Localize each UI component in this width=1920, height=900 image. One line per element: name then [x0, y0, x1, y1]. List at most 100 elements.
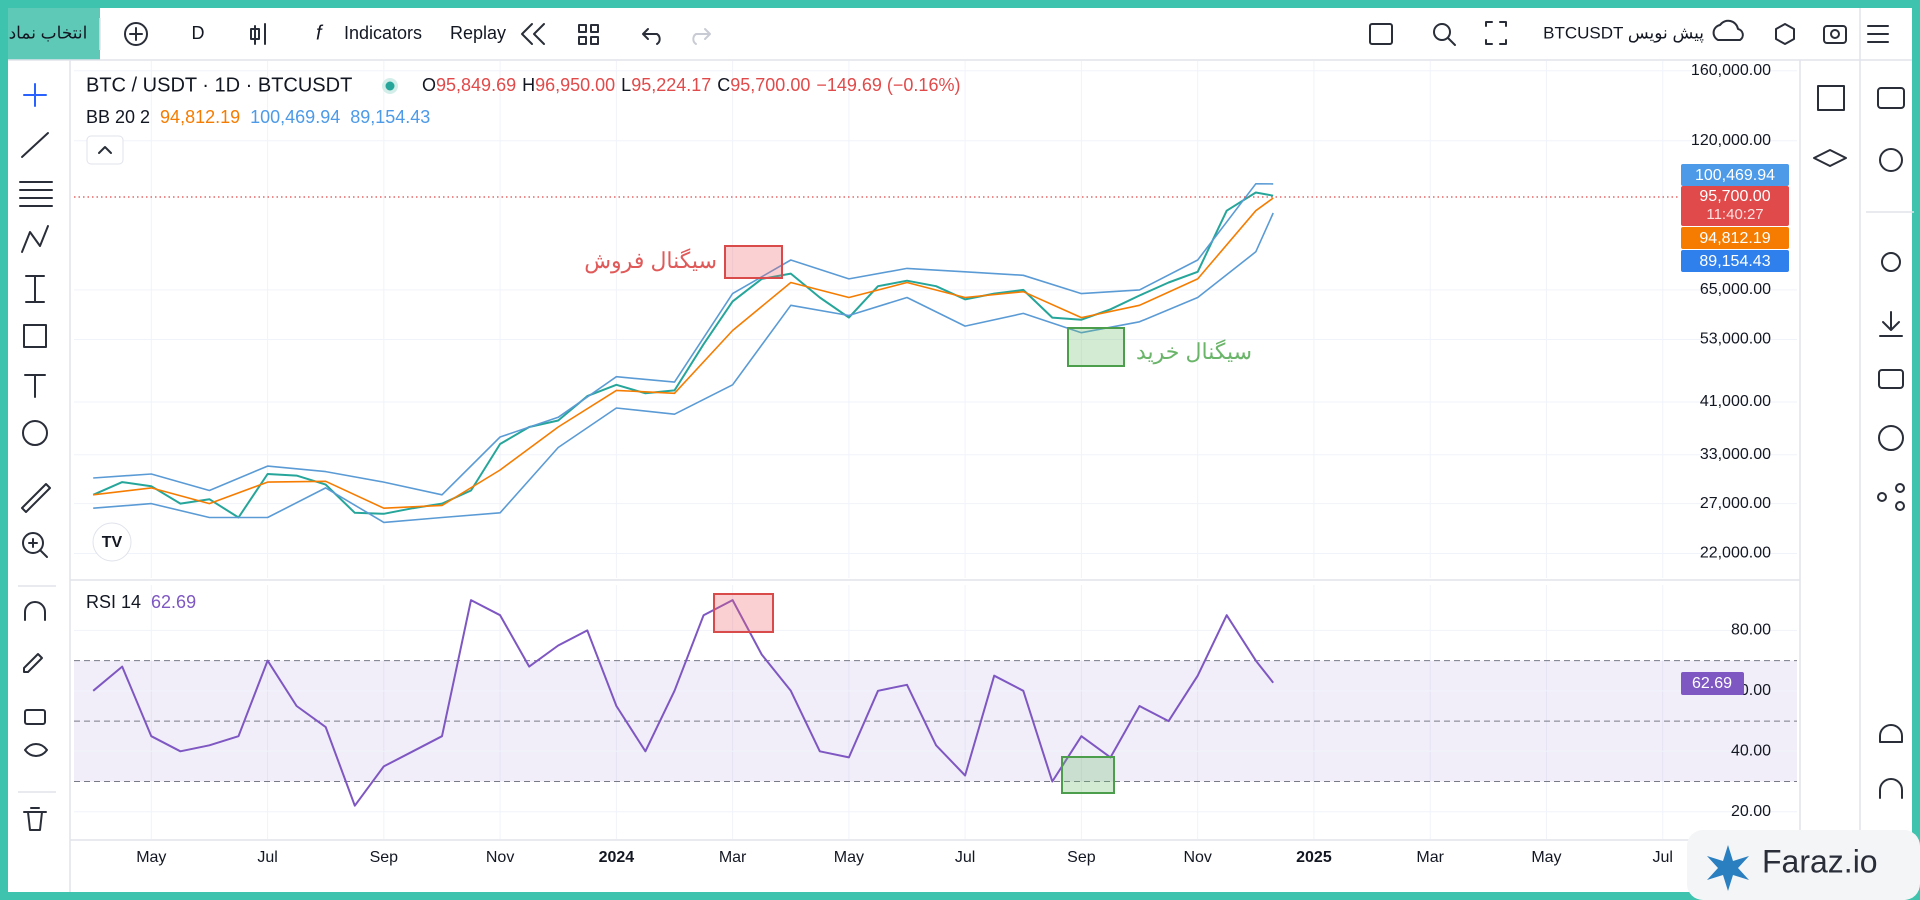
undo-icon[interactable]: [642, 28, 661, 45]
stay-drawing-tool[interactable]: [23, 653, 43, 673]
x-tick-label: Jul: [257, 849, 277, 866]
pattern-tool[interactable]: [21, 225, 49, 253]
low-value: 95,224.17: [631, 75, 711, 95]
rsi-legend: RSI 14 62.69: [86, 592, 196, 612]
x-tick-label: 2025: [1296, 849, 1332, 866]
buy-signal-label: سیگنال خرید: [1136, 339, 1252, 365]
replay-icon[interactable]: [521, 23, 545, 45]
x-tick-label: Sep: [1067, 849, 1096, 866]
layout-icon[interactable]: [578, 24, 587, 33]
draft-name[interactable]: BTCUSDT پیش نویس: [1543, 23, 1704, 43]
bb-basis: 94,812.19: [160, 107, 240, 127]
x-tick-label: Nov: [486, 849, 514, 866]
settings-icon[interactable]: [1881, 252, 1901, 272]
lock-tool[interactable]: [24, 709, 46, 725]
last-price-tag: [1681, 186, 1789, 226]
expand-icon[interactable]: [1485, 21, 1507, 45]
last-price-tag-text: 95,700.00: [1699, 188, 1770, 205]
y-tick-label: 22,000.00: [1700, 545, 1771, 562]
share-icon-node: [1895, 483, 1905, 493]
change-value: −149.69 (−0.16%): [816, 75, 960, 95]
delete-tool[interactable]: [23, 807, 47, 831]
projection-tool[interactable]: [25, 275, 45, 303]
fullscreen-box-icon[interactable]: [1369, 23, 1393, 45]
fx-icon[interactable]: f: [316, 22, 324, 44]
x-tick-label: Jul: [1652, 849, 1672, 866]
x-tick-label: Sep: [370, 849, 399, 866]
rsi-buy-box: [1061, 756, 1115, 794]
x-tick-label: May: [136, 849, 166, 866]
ruler-tool[interactable]: [21, 483, 51, 513]
settings-hex-icon[interactable]: [1775, 23, 1795, 45]
series-line: [92, 599, 1274, 807]
status-dot: [385, 81, 395, 91]
high-label: H: [522, 75, 535, 95]
notification-icon[interactable]: [1879, 724, 1903, 743]
x-tick-label: 2024: [599, 849, 635, 866]
add-icon-plus: [129, 27, 143, 41]
watermark-box: [1687, 830, 1920, 900]
monitor-icon[interactable]: [1877, 87, 1905, 109]
crosshair-tool[interactable]: [23, 83, 47, 107]
collapse-button[interactable]: [86, 135, 124, 165]
open-value: 95,849.69: [436, 75, 516, 95]
layout-icon: [590, 24, 599, 33]
symbol-button[interactable]: [8, 8, 100, 60]
y-tick-label: 65,000.00: [1700, 281, 1771, 298]
rsi-label: RSI 14: [86, 592, 141, 612]
camera-lens: [1830, 29, 1840, 39]
download-icon[interactable]: [1879, 311, 1903, 337]
text-tool[interactable]: [24, 374, 46, 398]
y-tick-label: 27,000.00: [1700, 495, 1771, 512]
layers-icon[interactable]: [1813, 149, 1847, 167]
x-tick-label: Jul: [955, 849, 975, 866]
sell-box: [724, 245, 783, 279]
bb-upper-tag: [1681, 164, 1789, 186]
bb-upper-tag-text: 100,469.94: [1695, 167, 1775, 184]
shape-tool[interactable]: [23, 324, 47, 348]
alert-icon[interactable]: [1433, 23, 1451, 41]
cloud-icon[interactable]: [1712, 19, 1744, 41]
layout-icon: [590, 36, 599, 45]
symbol-search[interactable]: انتخاب نماد: [9, 23, 88, 42]
hide-tool[interactable]: [24, 743, 48, 757]
y-tick-label: 41,000.00: [1700, 393, 1771, 410]
bb-label: BB 20 2: [86, 107, 150, 127]
interval[interactable]: D: [192, 23, 205, 43]
sell-signal-label: سیگنال فروش: [584, 248, 717, 274]
watermark-logo: [1707, 845, 1749, 891]
bb-basis-tag-text: 94,812.19: [1699, 230, 1770, 247]
x-tick-label: May: [834, 849, 864, 866]
camera-icon[interactable]: [1823, 25, 1847, 44]
trendline-tool[interactable]: [21, 132, 49, 158]
alarm-icon[interactable]: [1879, 148, 1903, 172]
redo-icon[interactable]: [692, 28, 711, 45]
rsi-sell-box: [713, 593, 774, 633]
card-icon[interactable]: [1878, 369, 1904, 389]
rsi-tag: [1681, 672, 1744, 695]
tv-logo[interactable]: [92, 522, 132, 562]
add-icon[interactable]: [124, 22, 148, 46]
profile-icon[interactable]: [1878, 425, 1904, 451]
symbol-title: BTC / USDT · 1D · BTCUSDT: [86, 74, 352, 96]
ohlc: O95,849.69 H96,950.00 L95,224.17 C95,700.00…: [422, 75, 960, 95]
support-icon[interactable]: [1879, 778, 1903, 799]
close-label: C: [717, 75, 730, 95]
zoom-tool-plus: [28, 538, 48, 558]
share-icon[interactable]: [1877, 492, 1887, 502]
replay[interactable]: Replay: [450, 23, 506, 43]
close-value: 95,700.00: [730, 75, 810, 95]
zoom-tool[interactable]: [22, 532, 44, 554]
bb-lower: 89,154.43: [350, 107, 430, 127]
series-line: [93, 183, 1274, 496]
indicators[interactable]: Indicators: [344, 23, 422, 43]
magnet-tool[interactable]: [24, 601, 46, 621]
emoji-tool[interactable]: [22, 420, 48, 446]
menu-icon[interactable]: [1867, 25, 1889, 43]
share-icon-node: [1895, 501, 1905, 511]
y-tick-label: 20.00: [1731, 803, 1771, 820]
open-label: O: [422, 75, 436, 95]
fib-tool[interactable]: [19, 181, 53, 207]
watchlist-icon[interactable]: [1817, 85, 1845, 111]
